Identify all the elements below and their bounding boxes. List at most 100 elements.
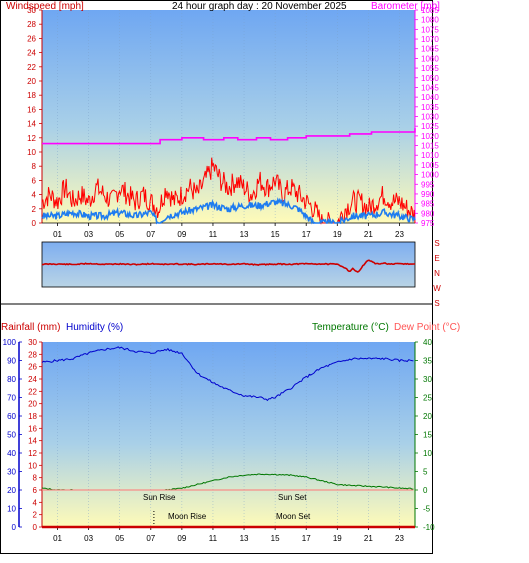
baro-tick-label: 990 bbox=[421, 190, 435, 199]
rain-tick-label: 8 bbox=[33, 474, 38, 483]
wind-x-tick-label: 05 bbox=[115, 230, 124, 239]
wind-tick-label: 28 bbox=[27, 20, 36, 29]
baro-tick-label: 1035 bbox=[421, 103, 439, 112]
rain-tick-label: 24 bbox=[28, 375, 37, 384]
temperature-axis-title: Temperature (°C) bbox=[312, 322, 389, 333]
barometer-series bbox=[42, 128, 416, 145]
temp-tick-label: 25 bbox=[423, 394, 432, 403]
wind-gust-series bbox=[41, 157, 416, 225]
temp-x-tick-label: 13 bbox=[240, 534, 249, 543]
temp-tick-label: 15 bbox=[423, 431, 432, 440]
rainfall-axis-title: Rainfall (mm) bbox=[1, 322, 60, 333]
temp-x-tick-label: 19 bbox=[333, 534, 342, 543]
baro-tick-label: 1085 bbox=[421, 6, 439, 15]
direction-label: E bbox=[434, 254, 439, 263]
humidity-tick-label: 50 bbox=[7, 431, 16, 440]
baro-tick-label: 1075 bbox=[421, 25, 439, 34]
baro-tick-label: 995 bbox=[421, 180, 435, 189]
wind-tick-label: 4 bbox=[32, 191, 37, 200]
humidity-tick-label: 80 bbox=[7, 375, 16, 384]
humidity-tick-label: 30 bbox=[7, 468, 16, 477]
humidity-tick-label: 90 bbox=[7, 357, 16, 366]
sun-rise-label: Sun Rise bbox=[143, 493, 176, 502]
rain-tick-label: 0 bbox=[33, 523, 38, 532]
wind-axis-title: Windspeed [mph] bbox=[6, 1, 84, 12]
wind-x-tick-label: 23 bbox=[395, 230, 404, 239]
baro-tick-label: 1065 bbox=[421, 45, 439, 54]
baro-tick-label: 1040 bbox=[421, 93, 439, 102]
temp-x-tick-label: 21 bbox=[364, 534, 373, 543]
baro-tick-label: 1025 bbox=[421, 122, 439, 131]
baro-tick-label: 1005 bbox=[421, 161, 439, 170]
wind-x-tick-label: 15 bbox=[271, 230, 280, 239]
temp-x-tick-label: 03 bbox=[84, 534, 93, 543]
dewpoint-axis-title: Dew Point (°C) bbox=[394, 322, 460, 333]
direction-label: N bbox=[434, 269, 440, 278]
baro-tick-label: 1020 bbox=[421, 132, 439, 141]
wind-x-tick-label: 07 bbox=[146, 230, 155, 239]
direction-label: S bbox=[434, 299, 439, 308]
wind-x-tick-label: 13 bbox=[240, 230, 249, 239]
wind-plot-area bbox=[42, 10, 415, 223]
baro-tick-label: 1050 bbox=[421, 74, 439, 83]
rain-tick-label: 22 bbox=[28, 387, 37, 396]
humidity-tick-label: 100 bbox=[3, 338, 17, 347]
direction-label: W bbox=[433, 284, 441, 293]
page-title: 24 hour graph day : 20 November 2025 bbox=[172, 1, 347, 12]
wind-tick-label: 6 bbox=[32, 176, 37, 185]
rain-tick-label: 16 bbox=[28, 424, 37, 433]
wind-x-tick-label: 01 bbox=[53, 230, 62, 239]
wind-tick-label: 24 bbox=[27, 49, 36, 58]
label-layer: 0246810121416182022242628309759809859909… bbox=[3, 6, 442, 543]
humidity-tick-label: 70 bbox=[7, 394, 16, 403]
humidity-tick-label: 40 bbox=[7, 449, 16, 458]
temp-plot-area bbox=[42, 342, 415, 527]
wind-tick-label: 18 bbox=[27, 91, 36, 100]
temp-x-tick-label: 17 bbox=[302, 534, 311, 543]
baro-tick-label: 980 bbox=[421, 209, 435, 218]
wind-tick-label: 16 bbox=[27, 105, 36, 114]
moon-set-label: Moon Set bbox=[276, 512, 311, 521]
wind-x-tick-label: 11 bbox=[209, 230, 218, 239]
wind-direction-series bbox=[41, 259, 416, 273]
temp-x-tick-label: 01 bbox=[53, 534, 62, 543]
wind-tick-label: 22 bbox=[27, 63, 36, 72]
baro-tick-label: 1080 bbox=[421, 16, 439, 25]
sun-set-label: Sun Set bbox=[278, 493, 307, 502]
baro-tick-label: 1055 bbox=[421, 64, 439, 73]
temp-x-tick-label: 23 bbox=[395, 534, 404, 543]
baro-tick-label: 1045 bbox=[421, 83, 439, 92]
temp-tick-label: -5 bbox=[423, 505, 431, 514]
baro-tick-label: 1000 bbox=[421, 171, 439, 180]
wind-tick-label: 14 bbox=[27, 120, 36, 129]
temp-x-tick-label: 15 bbox=[271, 534, 280, 543]
temp-x-tick-label: 09 bbox=[177, 534, 186, 543]
rain-tick-label: 12 bbox=[28, 449, 37, 458]
rain-tick-label: 4 bbox=[33, 498, 38, 507]
wind-x-tick-label: 21 bbox=[364, 230, 373, 239]
wind-x-tick-label: 03 bbox=[84, 230, 93, 239]
temp-tick-label: 35 bbox=[423, 357, 432, 366]
humidity-series bbox=[41, 346, 414, 402]
wind-tick-label: 26 bbox=[27, 34, 36, 43]
temp-tick-label: 30 bbox=[423, 375, 432, 384]
wind-tick-label: 0 bbox=[32, 219, 37, 228]
baro-tick-label: 1015 bbox=[421, 142, 439, 151]
rain-tick-label: 10 bbox=[28, 461, 37, 470]
outer-frame bbox=[0, 0, 433, 554]
rain-tick-label: 30 bbox=[28, 338, 37, 347]
temp-tick-label: 20 bbox=[423, 412, 432, 421]
wind-tick-label: 12 bbox=[27, 134, 36, 143]
temp-x-tick-label: 07 bbox=[146, 534, 155, 543]
rain-tick-label: 20 bbox=[28, 400, 37, 409]
rain-tick-label: 26 bbox=[28, 363, 37, 372]
direction-label: S bbox=[434, 239, 439, 248]
baro-tick-label: 975 bbox=[421, 219, 435, 228]
temp-tick-label: 10 bbox=[423, 449, 432, 458]
temp-x-tick-label: 11 bbox=[209, 534, 218, 543]
baro-tick-label: 1030 bbox=[421, 113, 439, 122]
rain-tick-label: 28 bbox=[28, 350, 37, 359]
temp-tick-label: 0 bbox=[423, 486, 428, 495]
